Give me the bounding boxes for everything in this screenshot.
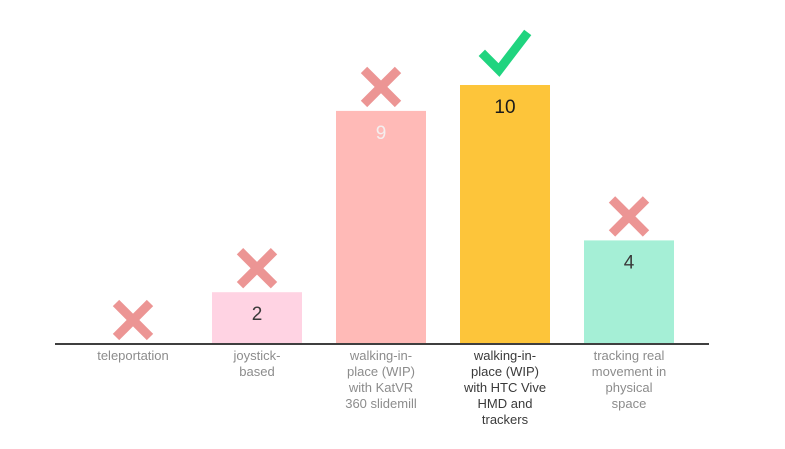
cross-icon: [608, 196, 650, 237]
category-label-line: with HTC Vive: [463, 380, 546, 395]
value-label: 4: [624, 252, 635, 273]
category-label-line: HMD and: [478, 396, 533, 411]
category-label-line: place (WIP): [347, 364, 415, 379]
cross-icon: [236, 248, 278, 289]
category-label-line: space: [612, 396, 647, 411]
category-label-line: trackers: [482, 412, 529, 427]
category-label-line: tracking real: [594, 348, 665, 363]
category-label-line: joystick-: [233, 348, 281, 363]
category-label: walking-in-place (WIP) with KatVR 360 slid…: [345, 348, 417, 411]
bar: [212, 292, 302, 344]
category-label-line: based: [239, 364, 274, 379]
bar: [460, 85, 550, 344]
bar: [584, 240, 674, 344]
category-label-line: 360 slidemill: [345, 396, 417, 411]
category-label-line: with KatVR: [348, 380, 413, 395]
category-label: tracking real movement in physical space: [592, 348, 666, 411]
value-label: 2: [252, 304, 263, 325]
category-label-line: walking-in-: [349, 348, 412, 363]
cross-icon: [112, 299, 154, 341]
cross-icon: [360, 66, 402, 108]
category-label: teleportation: [97, 348, 169, 363]
category-label-line: movement in: [592, 364, 666, 379]
value-label: 10: [494, 97, 515, 118]
check-icon: [478, 29, 532, 77]
category-label-line: physical: [606, 380, 653, 395]
category-label: walking-in-place (WIP) with HTC Vive HMD a…: [463, 348, 546, 427]
value-label: 9: [376, 123, 387, 144]
category-label-line: teleportation: [97, 348, 169, 363]
category-label-line: place (WIP): [471, 364, 539, 379]
bar: [336, 110, 426, 345]
category-label-line: walking-in-: [473, 348, 536, 363]
category-label: joystick-based: [233, 348, 281, 379]
